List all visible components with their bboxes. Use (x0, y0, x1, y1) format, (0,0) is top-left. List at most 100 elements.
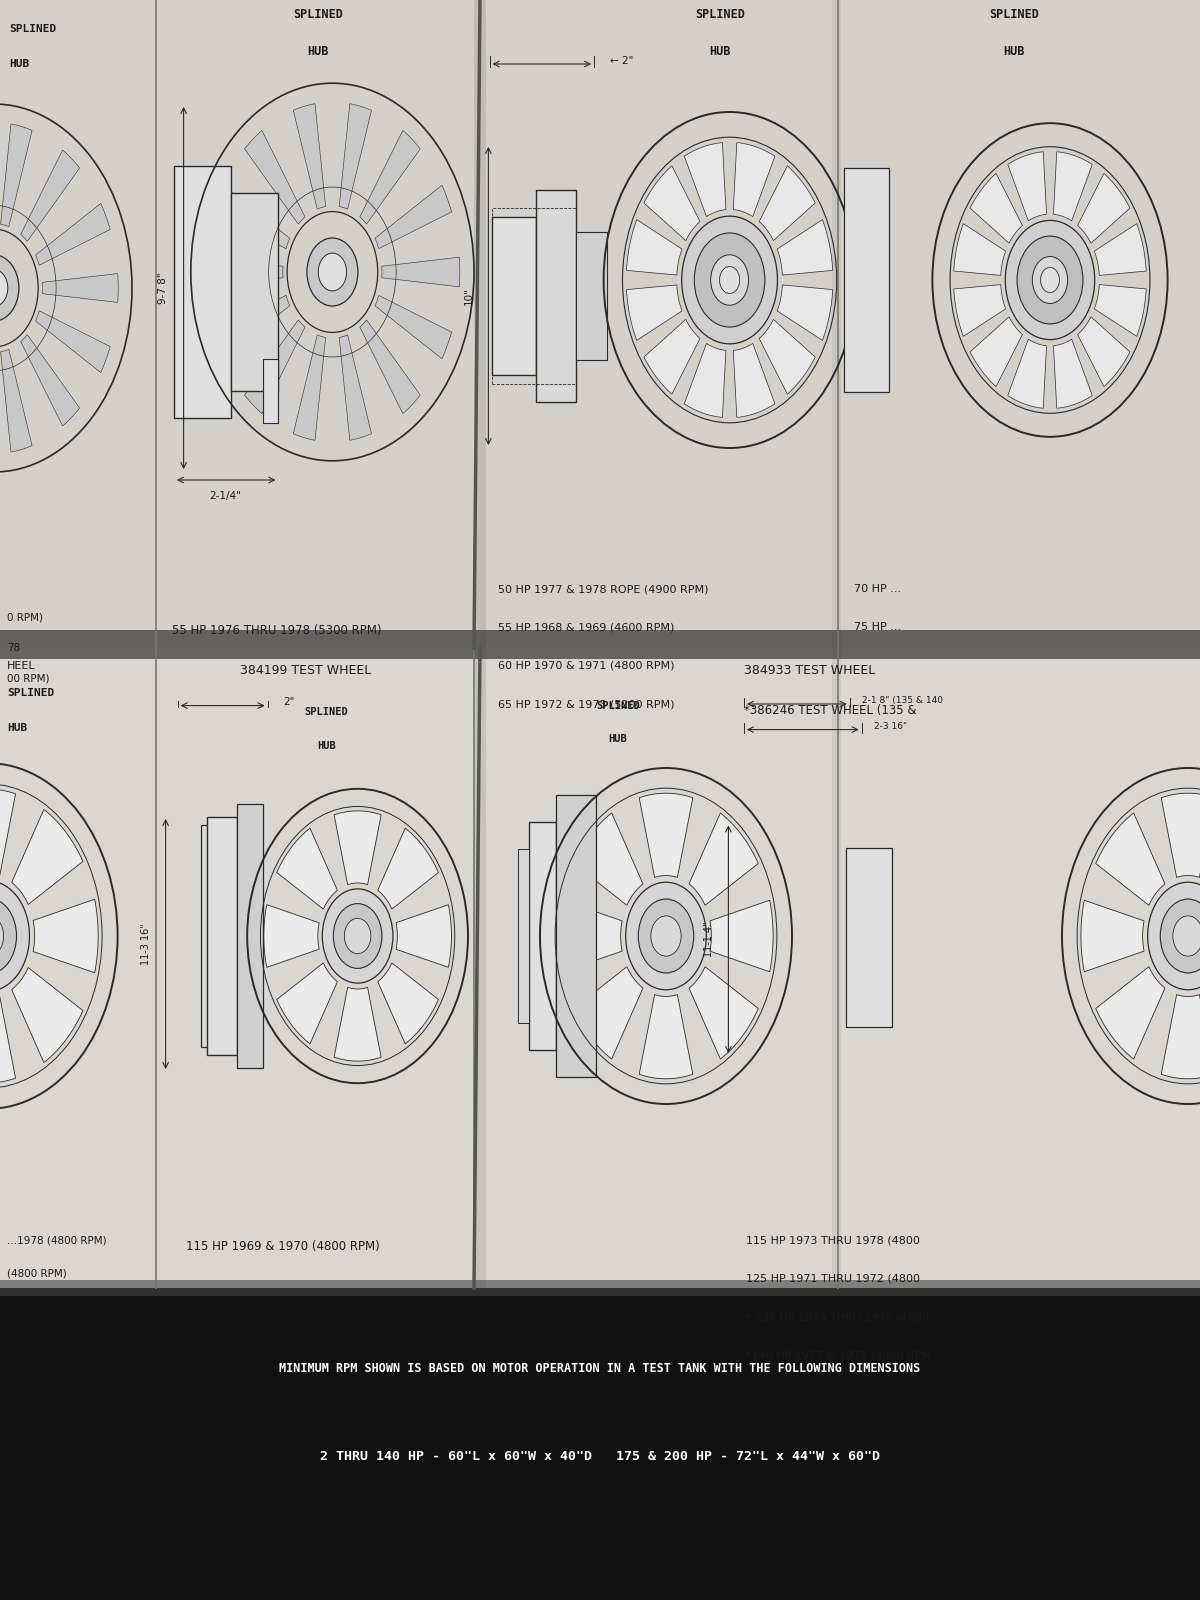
Polygon shape (293, 334, 325, 440)
Bar (844, 168, 889, 392)
Polygon shape (340, 104, 372, 210)
Bar (529, 822, 557, 1050)
Polygon shape (214, 296, 289, 358)
Circle shape (650, 915, 682, 957)
Bar (232, 194, 278, 390)
Polygon shape (574, 966, 643, 1059)
Polygon shape (20, 334, 79, 426)
Text: * 135 HP 1973 THRU 1976 (4800: * 135 HP 1973 THRU 1976 (4800 (746, 1312, 929, 1322)
Text: SPLINED: SPLINED (695, 8, 745, 21)
Polygon shape (334, 987, 382, 1061)
Polygon shape (644, 166, 700, 240)
Polygon shape (1094, 285, 1146, 336)
Text: 9-7 8": 9-7 8" (158, 272, 168, 304)
Polygon shape (396, 904, 451, 968)
Polygon shape (214, 186, 289, 248)
Bar (518, 850, 529, 1022)
Polygon shape (970, 173, 1022, 243)
Bar (492, 218, 535, 374)
Bar (206, 818, 236, 1054)
Polygon shape (0, 997, 16, 1083)
Text: HUB: HUB (608, 734, 628, 744)
Polygon shape (733, 344, 775, 418)
Bar (0, 648, 1200, 1288)
Polygon shape (689, 966, 758, 1059)
Text: ...1978 (4800 RPM): ...1978 (4800 RPM) (7, 1235, 107, 1245)
Text: 50 HP 1977 & 1978 ROPE (4900 RPM): 50 HP 1977 & 1978 ROPE (4900 RPM) (498, 584, 708, 594)
Bar (200, 826, 222, 1046)
Polygon shape (1, 123, 32, 227)
Text: 2": 2" (283, 698, 294, 707)
Polygon shape (684, 344, 726, 418)
Bar (0, 1280, 1200, 1296)
Polygon shape (733, 142, 775, 216)
Polygon shape (1, 349, 32, 453)
Polygon shape (644, 320, 700, 394)
Text: 0 RPM): 0 RPM) (7, 613, 43, 622)
Circle shape (0, 880, 30, 992)
Bar (492, 208, 576, 384)
Polygon shape (778, 219, 833, 275)
Polygon shape (360, 320, 420, 413)
Bar (0, 1272, 1200, 1600)
Bar (174, 166, 232, 418)
Circle shape (0, 898, 17, 974)
Polygon shape (12, 968, 83, 1062)
Text: 78: 78 (7, 643, 20, 653)
Text: 115 HP 1969 & 1970 (4800 RPM): 115 HP 1969 & 1970 (4800 RPM) (186, 1240, 379, 1253)
Polygon shape (760, 320, 815, 394)
Polygon shape (954, 285, 1006, 336)
Polygon shape (264, 904, 319, 968)
Circle shape (1006, 221, 1094, 339)
Text: HUB: HUB (317, 741, 336, 750)
Circle shape (0, 269, 8, 307)
Polygon shape (378, 829, 438, 909)
Text: ← 2": ← 2" (610, 56, 632, 66)
Text: 75 HP ...: 75 HP ... (854, 622, 901, 632)
Text: HUB: HUB (1003, 45, 1025, 58)
Circle shape (638, 899, 694, 973)
Polygon shape (1078, 317, 1130, 387)
Polygon shape (382, 258, 460, 286)
Bar (0, 0, 1200, 648)
Text: 55 HP 1976 THRU 1978 (5300 RPM): 55 HP 1976 THRU 1978 (5300 RPM) (172, 624, 382, 637)
Text: 10": 10" (464, 286, 474, 306)
Text: HUB: HUB (709, 45, 731, 58)
Text: 60 HP 1970 & 1971 (4800 RPM): 60 HP 1970 & 1971 (4800 RPM) (498, 661, 674, 670)
Polygon shape (689, 813, 758, 906)
Circle shape (1147, 882, 1200, 990)
Polygon shape (1054, 339, 1092, 408)
Text: SPLINED: SPLINED (305, 707, 348, 717)
Text: 55 HP 1968 & 1969 (4600 RPM): 55 HP 1968 & 1969 (4600 RPM) (498, 622, 674, 632)
Bar (846, 848, 892, 1027)
Polygon shape (1096, 813, 1165, 906)
Circle shape (625, 882, 707, 990)
Circle shape (334, 904, 382, 968)
Bar (238, 805, 263, 1069)
Bar (474, 0, 486, 1288)
Polygon shape (574, 813, 643, 906)
Polygon shape (205, 258, 283, 286)
Text: (4800 RPM): (4800 RPM) (7, 1269, 67, 1278)
Polygon shape (36, 310, 110, 373)
Polygon shape (970, 317, 1022, 387)
Circle shape (1172, 915, 1200, 957)
Circle shape (0, 915, 4, 957)
Polygon shape (340, 334, 372, 440)
Polygon shape (378, 963, 438, 1043)
Text: 115 HP 1973 THRU 1978 (4800: 115 HP 1973 THRU 1978 (4800 (746, 1235, 920, 1245)
Circle shape (307, 238, 358, 306)
Circle shape (1160, 899, 1200, 973)
Bar (535, 190, 576, 403)
Polygon shape (1008, 339, 1046, 408)
Text: MINIMUM RPM SHOWN IS BASED ON MOTOR OPERATION IN A TEST TANK WITH THE FOLLOWING : MINIMUM RPM SHOWN IS BASED ON MOTOR OPER… (280, 1362, 920, 1374)
Text: HEEL: HEEL (7, 661, 36, 670)
Circle shape (323, 890, 392, 982)
Polygon shape (20, 150, 79, 242)
Text: 2 THRU 140 HP - 60"L x 60"W x 40"D   175 & 200 HP - 72"L x 44"W x 60"D: 2 THRU 140 HP - 60"L x 60"W x 40"D 175 &… (320, 1450, 880, 1462)
Text: 384199 TEST WHEEL: 384199 TEST WHEEL (240, 664, 372, 677)
Polygon shape (245, 131, 305, 224)
Bar (557, 795, 596, 1077)
Polygon shape (760, 166, 815, 240)
Polygon shape (1096, 966, 1165, 1059)
